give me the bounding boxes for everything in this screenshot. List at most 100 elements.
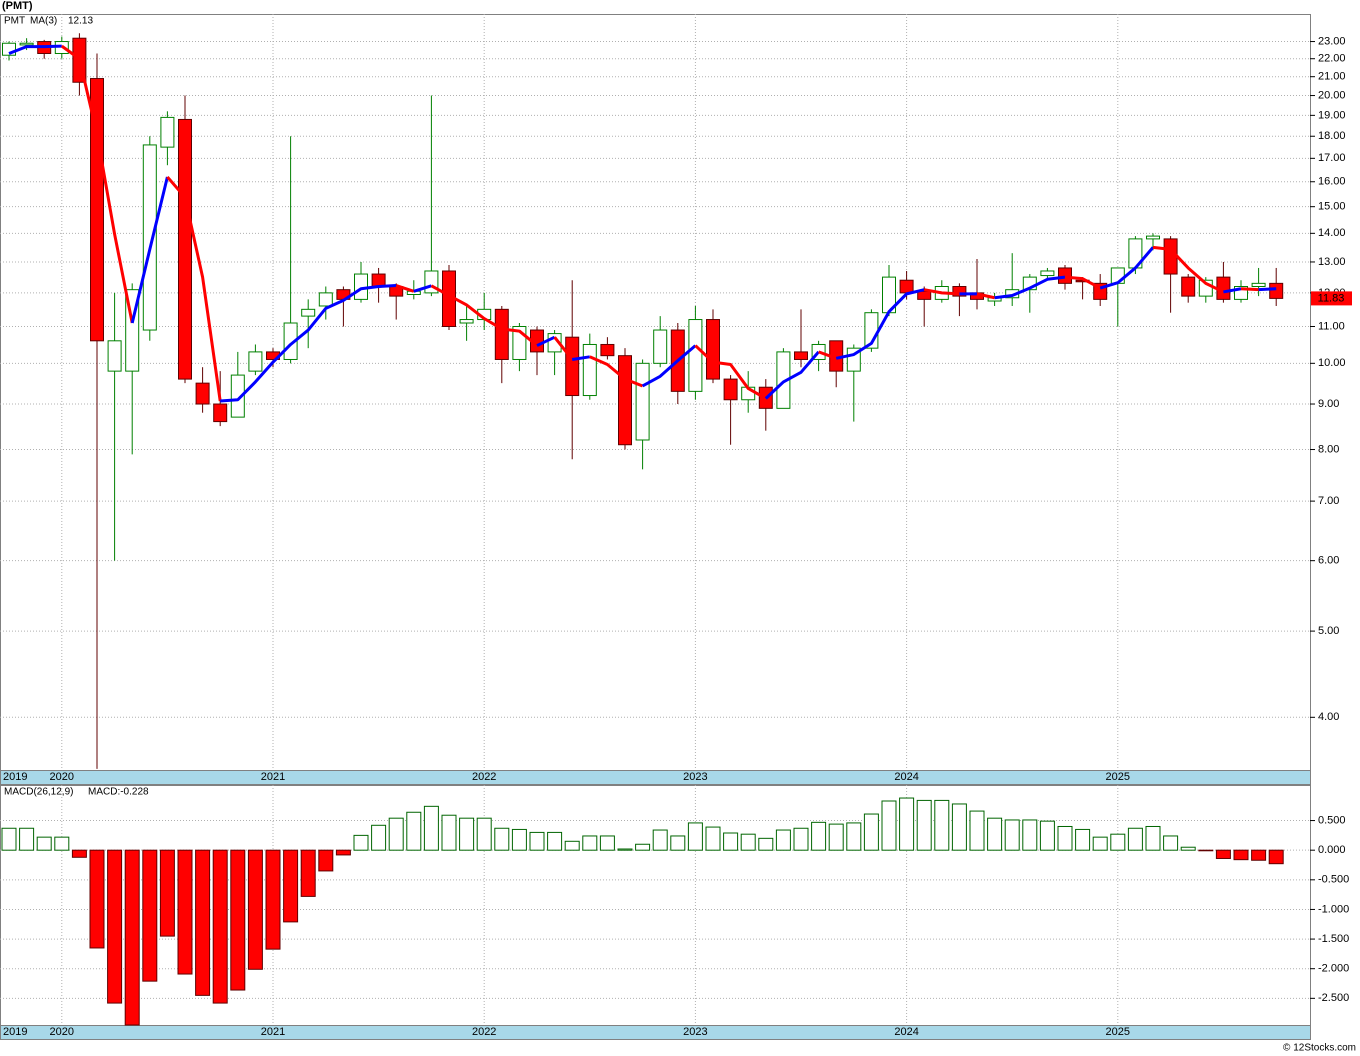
candle-body [195, 382, 210, 405]
macd-bar [635, 843, 651, 851]
macd-bar [899, 797, 915, 851]
macd-bar [124, 849, 140, 1026]
moving-average [994, 275, 1066, 300]
y-tick-label: 5.00 [1318, 625, 1339, 637]
candle-body [1146, 235, 1160, 240]
candle-body [178, 118, 192, 380]
x-tick-label: 2022 [472, 1026, 496, 1038]
x-tick-label: 2022 [472, 771, 496, 783]
macd-bar [1163, 835, 1179, 851]
candle-body [582, 343, 597, 397]
macd-bar [54, 836, 70, 851]
candle-body [776, 351, 791, 409]
date-band [0, 1025, 1311, 1040]
y-tick-label: 6.00 [1318, 555, 1339, 567]
moving-average [694, 344, 767, 400]
y-tick-label: 10.00 [1318, 357, 1346, 369]
candle-body [318, 292, 333, 307]
macd-bar [89, 849, 105, 949]
candle-body [1163, 238, 1178, 275]
candle-body [213, 403, 228, 423]
macd-bar [617, 848, 633, 851]
y-tick-label: 13.00 [1318, 256, 1346, 268]
macd-bar [723, 832, 739, 851]
moving-average [8, 44, 62, 55]
macd-bar [547, 831, 563, 851]
macd-bar [511, 828, 527, 851]
macd-bar [142, 849, 158, 982]
x-tick-label: 2024 [894, 1026, 918, 1038]
candle-body [2, 42, 16, 56]
macd-bar [582, 835, 598, 851]
macd-bar [159, 849, 175, 937]
macd-bar [19, 827, 35, 851]
y-tick-label: 4.00 [1318, 711, 1339, 723]
macd-bar [265, 849, 281, 950]
candle-body [142, 144, 157, 331]
macd-bar [177, 849, 193, 975]
candle-body [635, 362, 650, 441]
x-tick-label: 2020 [50, 1026, 74, 1038]
x-tick-label: 2019 [3, 771, 27, 783]
macd-bar [811, 821, 827, 851]
moving-average [130, 176, 169, 324]
y-tick-label: 15.00 [1318, 201, 1346, 213]
moving-average [413, 284, 432, 293]
macd-bar [1145, 825, 1161, 851]
macd-bar [335, 849, 351, 856]
y-tick-label: 17.00 [1318, 152, 1346, 164]
candle-body [618, 355, 632, 446]
macd-bar [318, 849, 334, 872]
macd-bar [195, 849, 211, 996]
macd-bar [1, 827, 17, 851]
candle-body [952, 286, 967, 297]
macd-annotation: MACD:-0.228 [88, 787, 149, 798]
macd-bar [476, 817, 492, 851]
moving-average [835, 288, 925, 360]
moving-average [976, 292, 995, 300]
candle-body [688, 319, 703, 392]
macd-bar [916, 799, 932, 851]
candle-body [1058, 267, 1072, 284]
macd-bar [1110, 833, 1126, 851]
macd-bar [687, 822, 703, 851]
macd-bar [1075, 828, 1091, 851]
candle-body [1251, 282, 1266, 288]
y-tick-label: 16.00 [1318, 176, 1346, 188]
candle-body [1269, 282, 1284, 299]
y-tick-label: 11.00 [1318, 320, 1345, 332]
candle-body [230, 374, 245, 418]
candle-body [899, 279, 914, 294]
macd-bar [1233, 849, 1249, 861]
x-tick-label: 2023 [683, 1026, 707, 1038]
macd-bar [71, 849, 87, 858]
moving-average [1064, 275, 1101, 290]
macd-bar [705, 826, 721, 851]
macd-bar [459, 817, 475, 851]
candle-body [107, 340, 122, 372]
moving-average [430, 284, 538, 347]
macd-bar [494, 827, 510, 851]
x-tick-label: 2021 [261, 771, 285, 783]
macd-bar [1092, 836, 1108, 851]
moving-average [1152, 245, 1225, 294]
y-tick-label: -2.000 [1318, 963, 1349, 975]
y-tick-label: 20.00 [1318, 89, 1346, 101]
macd-bar [1268, 849, 1284, 865]
candle-body [301, 308, 316, 317]
macd-bar [758, 837, 774, 851]
macd-bar [406, 811, 422, 851]
moving-average [1258, 287, 1277, 292]
macd-bar [1057, 825, 1073, 851]
y-tick-label: 0.000 [1318, 844, 1346, 856]
macd-bar [1251, 849, 1267, 861]
candle-body [459, 319, 474, 324]
macd-bar [1039, 820, 1055, 851]
macd-bar [371, 824, 387, 851]
last-price-label: 11.83 [1318, 292, 1345, 304]
macd-bar [300, 849, 316, 897]
candle-body [494, 308, 509, 360]
macd-title: MACD(26,12,9) [4, 787, 73, 798]
moving-average [536, 335, 556, 347]
y-tick-label: -0.500 [1318, 874, 1349, 886]
